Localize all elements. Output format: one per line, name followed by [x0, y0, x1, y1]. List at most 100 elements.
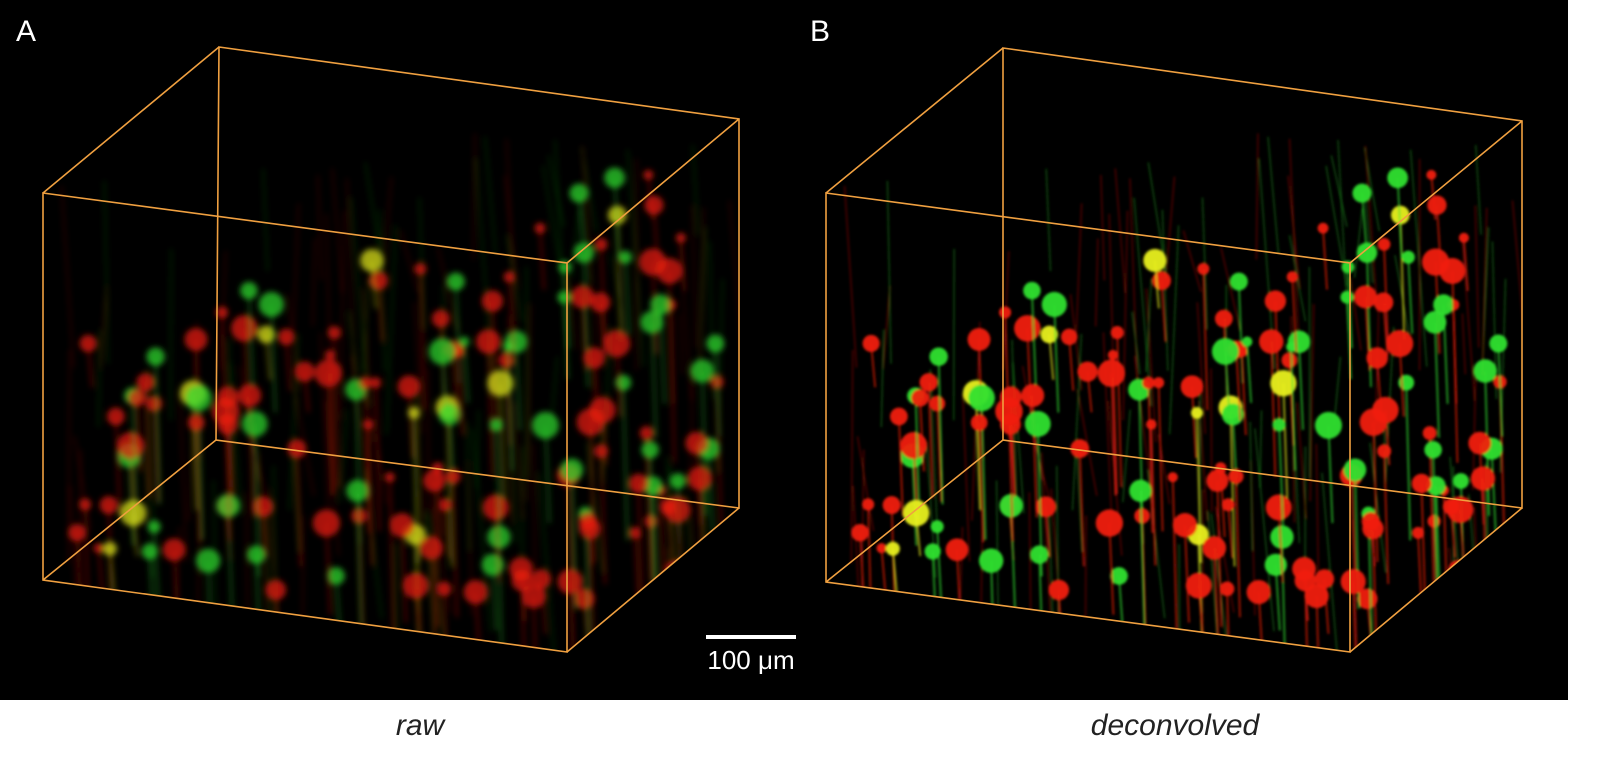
- soma: [100, 496, 118, 514]
- soma: [1423, 426, 1437, 440]
- soma: [640, 426, 654, 440]
- soma: [999, 306, 1011, 318]
- soma: [644, 195, 663, 214]
- soma: [327, 567, 345, 585]
- soma: [464, 580, 488, 604]
- soma: [1295, 570, 1316, 591]
- soma: [231, 315, 258, 342]
- soma: [489, 418, 502, 431]
- soma: [1042, 292, 1067, 317]
- soma: [1096, 509, 1123, 536]
- soma: [1203, 536, 1227, 560]
- soma: [615, 375, 631, 391]
- soma: [1315, 569, 1334, 588]
- soma: [911, 389, 928, 406]
- soma: [1473, 359, 1497, 383]
- soma: [929, 396, 945, 412]
- soma: [80, 335, 97, 352]
- soma: [688, 466, 712, 490]
- soma: [603, 330, 630, 357]
- soma: [1412, 474, 1431, 493]
- soma: [1468, 432, 1491, 455]
- soma: [1197, 263, 1209, 275]
- soma: [398, 375, 421, 398]
- soma: [79, 498, 91, 510]
- soma: [1489, 335, 1507, 353]
- soma: [148, 520, 161, 533]
- soma: [971, 414, 988, 431]
- soma: [1134, 508, 1150, 524]
- soma: [903, 500, 929, 526]
- soma: [242, 411, 268, 437]
- soma: [1354, 285, 1377, 308]
- soma: [619, 251, 632, 264]
- soma: [1340, 291, 1353, 304]
- soma: [459, 337, 469, 347]
- soma: [328, 326, 341, 339]
- soma: [403, 573, 429, 599]
- soma: [574, 242, 594, 262]
- soma: [1014, 315, 1041, 342]
- soma: [645, 515, 658, 528]
- soma: [408, 407, 420, 419]
- soma: [185, 385, 212, 412]
- soma: [1453, 473, 1469, 489]
- soma: [968, 385, 995, 412]
- soma: [604, 167, 625, 188]
- soma: [103, 542, 117, 556]
- soma: [504, 271, 515, 282]
- soma: [423, 470, 445, 492]
- soma: [1266, 495, 1292, 521]
- soma: [1108, 350, 1118, 360]
- soma: [1077, 361, 1097, 381]
- soma: [579, 518, 600, 539]
- soma: [483, 495, 509, 521]
- soma: [1357, 242, 1377, 262]
- soma: [595, 238, 608, 251]
- panel-caption: deconvolved: [1091, 709, 1261, 742]
- soma: [1181, 375, 1204, 398]
- soma: [447, 273, 465, 291]
- soma: [1318, 223, 1329, 234]
- soma: [1129, 480, 1151, 502]
- soma: [1206, 470, 1228, 492]
- soma: [532, 412, 559, 439]
- soma: [1386, 330, 1413, 357]
- soma: [1212, 338, 1239, 365]
- soma: [535, 223, 546, 234]
- soma: [1142, 377, 1154, 389]
- soma: [1378, 238, 1391, 251]
- soma: [886, 542, 900, 556]
- soma: [390, 513, 414, 537]
- soma: [420, 536, 444, 560]
- soma: [1035, 496, 1056, 517]
- soma: [136, 373, 154, 391]
- soma: [1362, 518, 1383, 539]
- soma: [968, 328, 991, 351]
- soma: [676, 233, 686, 243]
- soma: [883, 496, 901, 514]
- soma: [851, 524, 868, 541]
- soma: [247, 545, 266, 564]
- soma: [359, 377, 371, 389]
- soma: [315, 360, 342, 387]
- soma: [690, 359, 714, 383]
- soma: [1023, 282, 1041, 300]
- soma: [1049, 580, 1070, 601]
- soma: [369, 271, 388, 290]
- soma: [685, 432, 708, 455]
- soma: [995, 397, 1023, 425]
- soma: [1230, 273, 1248, 291]
- soma: [571, 285, 594, 308]
- soma: [1111, 326, 1124, 339]
- soma: [1021, 384, 1044, 407]
- soma: [1215, 310, 1233, 328]
- soma: [437, 582, 452, 597]
- soma: [1402, 251, 1415, 264]
- soma: [629, 474, 648, 493]
- soma: [1265, 290, 1286, 311]
- soma: [238, 384, 261, 407]
- soma: [1222, 498, 1235, 511]
- soma: [1398, 375, 1414, 391]
